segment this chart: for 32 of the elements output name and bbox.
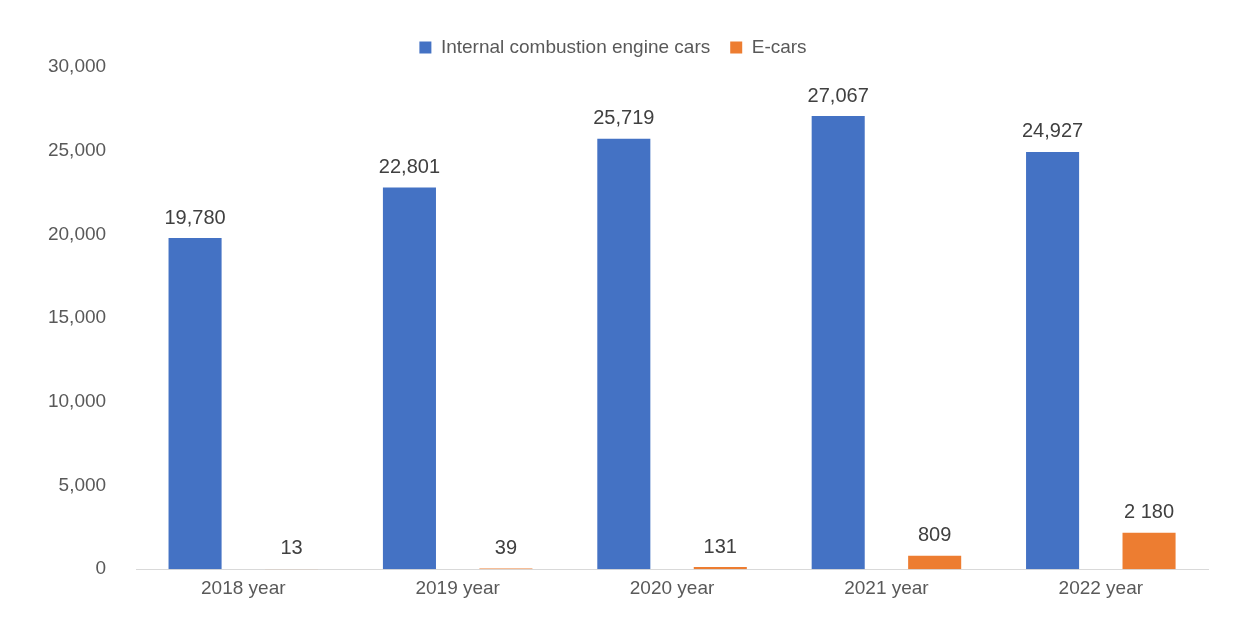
bar — [693, 567, 747, 570]
data-label: 13 — [280, 536, 303, 559]
bar — [168, 238, 222, 570]
bar — [382, 187, 436, 570]
bar — [1026, 151, 1080, 570]
bar — [908, 555, 962, 570]
x-tick-label: 2018 year — [201, 576, 287, 598]
bar — [1122, 532, 1176, 570]
y-tick-label: 5,000 — [58, 473, 107, 495]
data-label: 131 — [703, 534, 737, 557]
data-label: 22,801 — [378, 155, 441, 178]
y-tick-label: 30,000 — [47, 55, 107, 77]
x-tick-label: 2021 year — [844, 576, 930, 598]
legend-label: E-cars — [751, 35, 807, 57]
y-tick-label: 20,000 — [47, 222, 107, 244]
x-tick-label: 2020 year — [629, 576, 715, 598]
x-tick-label: 2022 year — [1058, 576, 1144, 598]
data-label: 2 180 — [1124, 500, 1175, 523]
data-label: 39 — [494, 536, 518, 559]
y-tick-label: 10,000 — [47, 390, 107, 412]
x-tick-label: 2019 year — [415, 576, 501, 598]
bar — [811, 116, 865, 570]
data-label: 24,927 — [1021, 119, 1084, 142]
data-label: 809 — [917, 523, 952, 546]
data-label: 27,067 — [807, 83, 869, 106]
legend-label: Internal combustion engine cars — [440, 35, 711, 57]
data-label: 19,780 — [164, 205, 226, 228]
data-label: 25,719 — [593, 106, 655, 129]
bar — [597, 138, 651, 570]
y-tick-label: 0 — [95, 557, 107, 579]
y-tick-label: 15,000 — [47, 306, 107, 328]
y-tick-label: 25,000 — [47, 138, 107, 160]
